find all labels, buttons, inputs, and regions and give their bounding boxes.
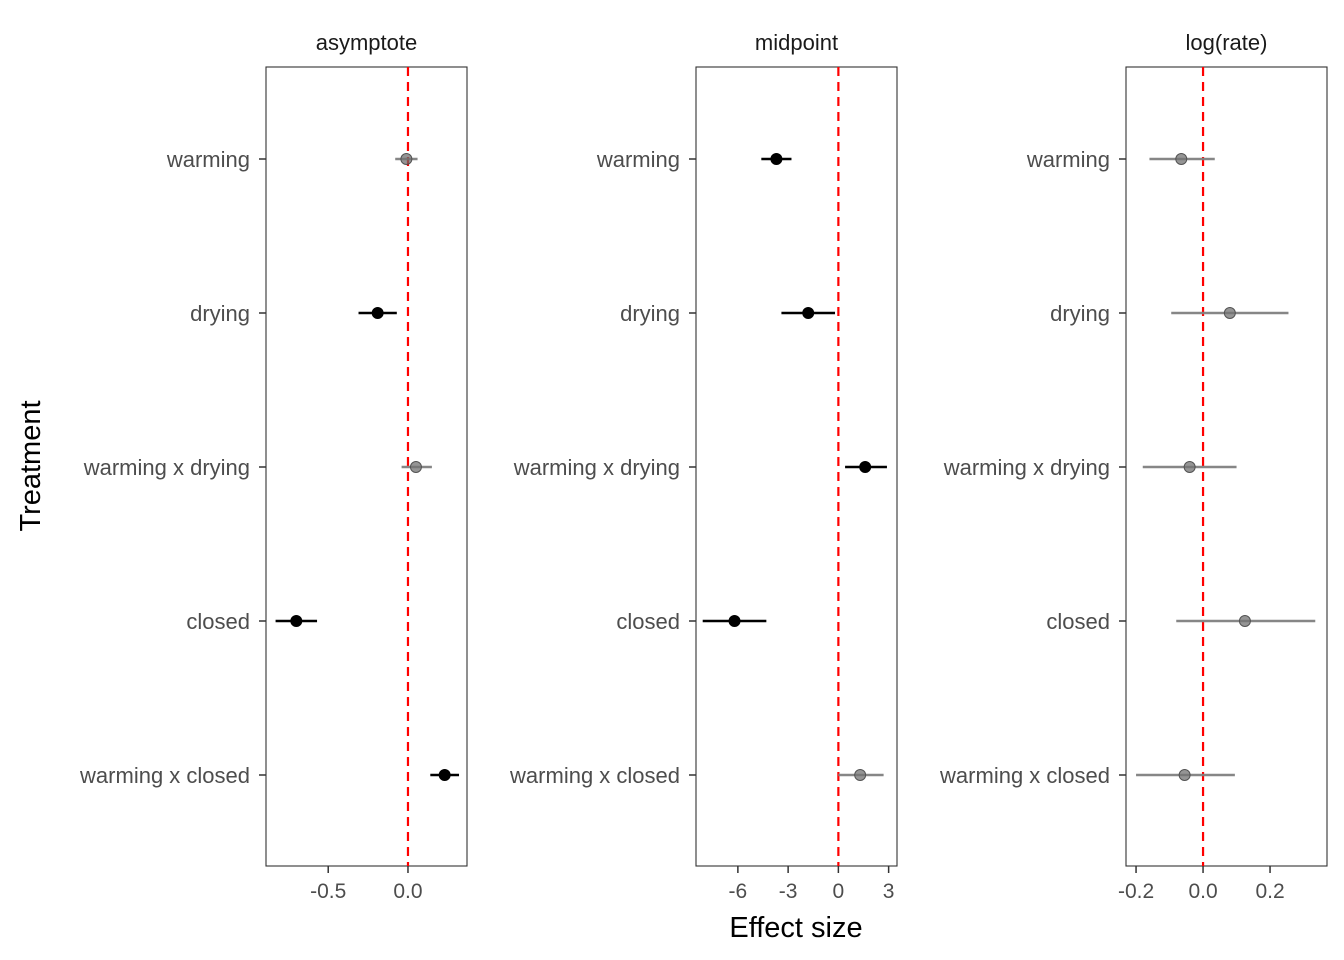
estimate-point	[438, 769, 451, 781]
estimate-point	[770, 153, 783, 165]
estimate-point	[859, 461, 872, 473]
estimate-point	[1223, 307, 1236, 319]
x-axis-title: Effect size	[729, 912, 862, 944]
panel-midpoint: midpoint warming drying warming x drying clo…	[509, 30, 898, 903]
estimate-warming	[761, 153, 792, 165]
facet-title: midpoint	[755, 30, 838, 55]
estimate-drying	[1171, 307, 1289, 319]
category-label: warming	[596, 147, 680, 172]
estimate-point	[1183, 461, 1196, 473]
estimate-warming-x-drying	[401, 461, 432, 473]
category-label: closed	[616, 609, 680, 634]
estimate-point	[802, 307, 815, 319]
panel-log-rate: log(rate) warming drying warming x drying cl…	[939, 30, 1328, 903]
x-tick-label: 3	[883, 880, 895, 903]
x-tick-label: -0.2	[1118, 880, 1154, 903]
x-tick-label: -0.5	[310, 880, 346, 903]
estimate-warming	[395, 153, 418, 165]
estimate-drying	[781, 307, 836, 319]
estimate-point	[854, 769, 867, 781]
category-label: warming x closed	[509, 763, 680, 788]
estimate-drying	[358, 307, 397, 319]
category-label: warming x drying	[943, 455, 1110, 480]
x-tick-label: 0	[833, 880, 845, 903]
x-tick-label: 0.0	[393, 880, 422, 903]
facet-title: log(rate)	[1186, 30, 1268, 55]
panel-asymptote: asymptote warming drying warming x drying cl…	[79, 30, 468, 903]
facet-title: asymptote	[316, 30, 418, 55]
estimate-point	[1238, 615, 1251, 627]
category-label: warming x drying	[83, 455, 250, 480]
estimate-point	[1175, 153, 1188, 165]
category-label: drying	[1050, 301, 1110, 326]
category-label: warming x closed	[939, 763, 1110, 788]
x-tick-label: -3	[779, 880, 798, 903]
x-tick-label: 0.2	[1255, 880, 1284, 903]
estimate-point	[409, 461, 422, 473]
estimate-closed	[275, 615, 318, 627]
category-label: warming	[1026, 147, 1110, 172]
y-axis-title: Treatment	[15, 400, 47, 531]
estimate-point	[371, 307, 384, 319]
category-label: drying	[190, 301, 250, 326]
estimate-warming	[1149, 153, 1215, 165]
category-label: closed	[1046, 609, 1110, 634]
estimate-closed	[702, 615, 767, 627]
estimate-point	[400, 153, 413, 165]
panel-border	[265, 66, 468, 867]
estimate-warming-x-closed	[838, 769, 884, 781]
estimate-point	[1178, 769, 1191, 781]
category-label: closed	[186, 609, 250, 634]
estimate-point	[728, 615, 741, 627]
category-label: warming x drying	[513, 455, 680, 480]
estimate-warming-x-drying	[1142, 461, 1237, 473]
x-tick-label: -6	[729, 880, 748, 903]
estimate-warming-x-drying	[845, 461, 887, 473]
estimate-point	[290, 615, 303, 627]
estimate-closed	[1176, 615, 1316, 627]
estimate-warming-x-closed	[430, 769, 460, 781]
estimate-warming-x-closed	[1136, 769, 1235, 781]
category-label: warming	[166, 147, 250, 172]
x-tick-label: 0.0	[1188, 880, 1217, 903]
category-label: drying	[620, 301, 680, 326]
category-label: warming x closed	[79, 763, 250, 788]
